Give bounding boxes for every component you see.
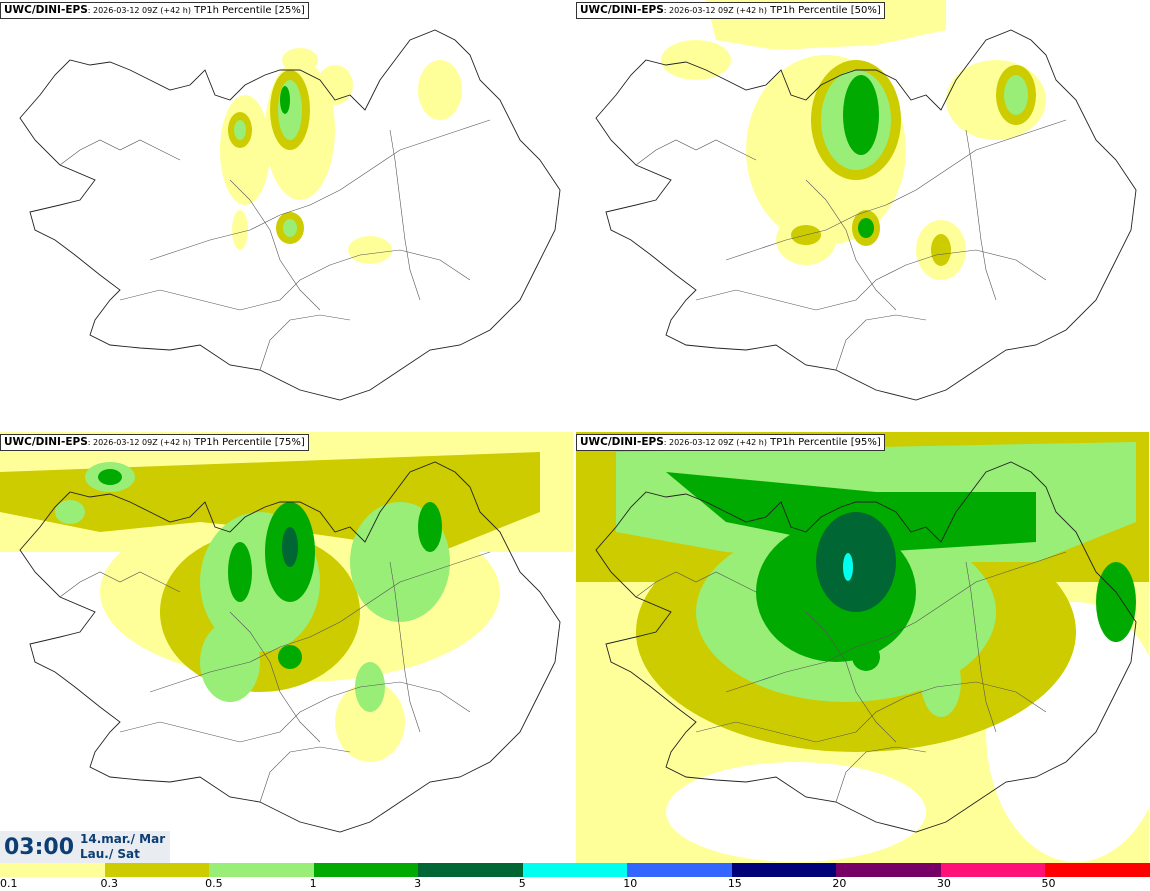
valid-time: 03:00 [4, 835, 75, 860]
precip-area [228, 542, 252, 602]
precip-area [200, 622, 260, 702]
dry-area [666, 762, 926, 862]
colorbar-label: 1 [309, 877, 317, 890]
colorbar-label: 15 [727, 877, 742, 890]
precip-area [661, 40, 731, 80]
precip-area [335, 682, 405, 762]
colorbar-label: 3 [414, 877, 422, 890]
colorbar-label: 0.5 [205, 877, 223, 890]
colorbar-segment [1045, 863, 1150, 877]
precip-area [234, 120, 246, 140]
precip-area [282, 527, 298, 567]
precip-area [418, 502, 442, 552]
panel-title: UWC/DINI-EPS: 2026-03-12 09Z (+42 h) TP1… [576, 2, 885, 19]
precip-area [278, 645, 302, 669]
precip-area [816, 512, 896, 612]
precip-map [595, 0, 1137, 401]
valid-time-box: 03:00 14.mar./ Mar Lau./ Sat [0, 831, 170, 863]
precip-area [858, 218, 874, 238]
colorbar [0, 863, 1150, 877]
precip-area [843, 75, 879, 155]
precip-area [1096, 562, 1136, 642]
map-panel-50: UWC/DINI-EPS: 2026-03-12 09Z (+42 h) TP1… [576, 0, 1149, 431]
colorbar-segment [209, 863, 315, 877]
precip-area [418, 60, 462, 120]
colorbar-label: 0.1 [0, 877, 18, 890]
colorbar-segment [104, 863, 210, 877]
colorbar-label: 5 [518, 877, 526, 890]
colorbar-segment [418, 863, 524, 877]
map-panel-75: UWC/DINI-EPS: 2026-03-12 09Z (+42 h) TP1… [0, 432, 573, 863]
panel-title: UWC/DINI-EPS: 2026-03-12 09Z (+42 h) TP1… [0, 2, 309, 19]
colorbar-segment [940, 863, 1046, 877]
precip-area [921, 647, 961, 717]
colorbar-segment [0, 863, 105, 877]
precip-area [852, 643, 880, 671]
colorbar-segment [836, 863, 942, 877]
precip-map [19, 29, 561, 401]
precip-area [931, 234, 951, 266]
precip-map [576, 432, 1149, 863]
precip-area [220, 95, 270, 205]
panel-title: UWC/DINI-EPS: 2026-03-12 09Z (+42 h) TP1… [576, 434, 885, 451]
colorbar-segment [313, 863, 419, 877]
colorbar-segment [731, 863, 837, 877]
colorbar-label: 20 [832, 877, 847, 890]
precip-area [348, 236, 392, 264]
precip-area [355, 662, 385, 712]
precip-area [280, 86, 290, 114]
colorbar-label: 30 [936, 877, 951, 890]
colorbar-segment [627, 863, 733, 877]
precip-area [283, 219, 297, 237]
precip-area [666, 472, 1036, 552]
colorbar-segment [522, 863, 628, 877]
map-panel-25: UWC/DINI-EPS: 2026-03-12 09Z (+42 h) TP1… [0, 0, 573, 431]
colorbar-label: 10 [623, 877, 638, 890]
precip-area [843, 553, 853, 581]
colorbar-label: 50 [1041, 877, 1056, 890]
colorbar-label: 0.3 [100, 877, 119, 890]
precip-area [55, 500, 85, 524]
precip-map [0, 432, 573, 833]
map-panel-95: UWC/DINI-EPS: 2026-03-12 09Z (+42 h) TP1… [576, 432, 1149, 863]
valid-date-line1: 14.mar./ Mar [80, 832, 166, 846]
precip-area [232, 210, 248, 250]
precip-area [98, 469, 122, 485]
precip-area [1004, 75, 1028, 115]
valid-date-line2: Lau./ Sat [80, 847, 140, 861]
panel-title: UWC/DINI-EPS: 2026-03-12 09Z (+42 h) TP1… [0, 434, 309, 451]
